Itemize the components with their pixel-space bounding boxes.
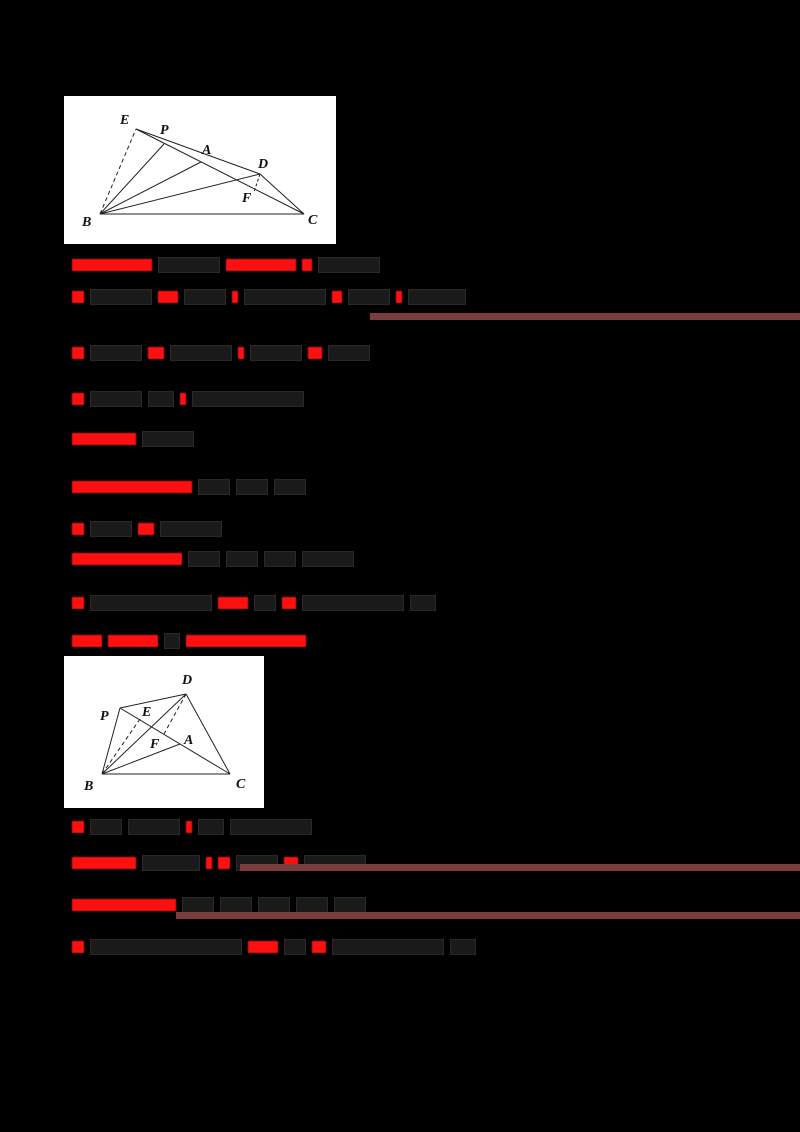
point-label-C: C [236, 777, 246, 792]
point-label-B: B [83, 779, 93, 794]
text-line [72, 256, 380, 274]
text-line [72, 478, 306, 496]
geometry-figure-2: D P E F A B C [64, 656, 264, 808]
text-line [72, 550, 354, 568]
text-line [72, 594, 436, 612]
text-line [72, 390, 304, 408]
divider-rule [370, 313, 800, 320]
text-line [72, 632, 306, 650]
point-label-E: E [119, 113, 129, 128]
text-line [72, 288, 466, 306]
text-line [72, 430, 194, 448]
point-label-C: C [308, 213, 318, 228]
geometry-figure-1: E P A D F B C [64, 96, 336, 244]
text-line [72, 938, 476, 956]
divider-rule [240, 864, 800, 871]
point-label-P: P [100, 709, 109, 724]
point-label-F: F [149, 737, 160, 752]
text-line [72, 344, 370, 362]
point-label-D: D [181, 673, 192, 688]
text-line [72, 520, 222, 538]
divider-rule [176, 912, 800, 919]
text-line [72, 818, 312, 836]
point-label-D: D [257, 157, 268, 172]
point-label-E: E [141, 705, 151, 720]
point-label-B: B [81, 215, 91, 230]
point-label-P: P [160, 123, 169, 138]
point-label-A: A [183, 733, 193, 748]
point-label-F: F [241, 191, 252, 206]
point-label-A: A [201, 143, 211, 158]
